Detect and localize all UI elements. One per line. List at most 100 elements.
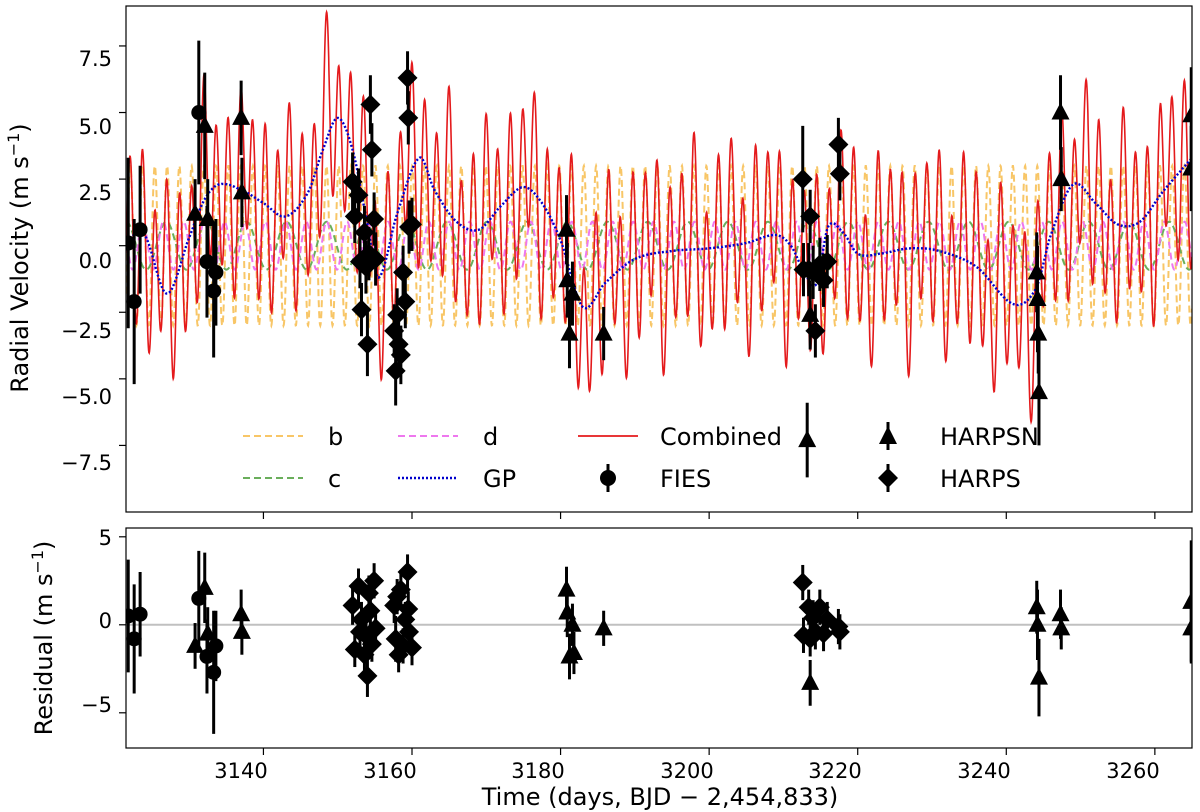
harpsn-residual [186, 623, 205, 669]
fies-point [208, 219, 224, 326]
x-axis: 3140 3160 3180 3200 3220 3240 3260 Time … [214, 512, 1160, 811]
harpsn-point-marker [594, 323, 613, 341]
harps-residual [364, 563, 385, 599]
harpsn-residual [594, 610, 613, 646]
harpsn-residual-marker [801, 672, 820, 690]
harps-point [361, 123, 382, 177]
harps-point-marker [393, 262, 414, 283]
harpsn-residual [195, 552, 214, 624]
legend-entry-c: c [243, 465, 341, 493]
harpsn-point [198, 179, 217, 259]
rv-y-ticks: −7.5 −5.0 −2.5 0.0 2.5 5.0 7.5 [61, 45, 126, 475]
harpsn-residual-marker [232, 621, 251, 639]
svg-text:HARPSN: HARPSN [940, 423, 1039, 451]
harpsn-residual [801, 660, 820, 706]
harps-point [390, 325, 411, 385]
harpsn-residual [1052, 607, 1071, 650]
fies-point-marker [126, 294, 142, 310]
harpsn-point [195, 72, 214, 180]
residual-data-points [126, 540, 1192, 734]
harps-residual [357, 654, 378, 697]
y-tick-label: 0.0 [79, 249, 112, 273]
rv-panel: −7.5 −5.0 −2.5 0.0 2.5 5.0 7.5 Radial Ve… [4, 5, 1193, 513]
harpsn-point-marker [563, 283, 582, 301]
fies-residual-marker [132, 606, 148, 622]
fies-point-marker [191, 105, 207, 121]
y-tick-label: 0 [99, 609, 112, 633]
harps-residual-marker [357, 665, 378, 686]
fies-point-marker [206, 283, 222, 299]
harpsn-residual-marker [1028, 614, 1047, 632]
legend-entry-d: d [398, 423, 498, 451]
legend-entry-harps: HARPS [878, 464, 1021, 493]
harps-point [365, 232, 386, 286]
harpsn-point [1182, 125, 1192, 212]
x-tick-label: 3180 [511, 759, 564, 783]
harpsn-residual-marker [1029, 667, 1048, 685]
svg-text:Combined: Combined [660, 423, 782, 451]
harpsn-point [1029, 338, 1048, 446]
harpsn-residual-marker [564, 642, 583, 660]
harps-residual [390, 570, 411, 609]
harpsn-point-marker [232, 107, 251, 125]
harpsn-residual-marker [1052, 618, 1071, 636]
fies-residual-marker [208, 638, 224, 654]
fies-residual [208, 610, 224, 682]
harps-point [393, 245, 414, 299]
harpsn-point-marker [560, 323, 579, 341]
harpsn-point-marker [186, 203, 205, 221]
harps-point-marker [365, 249, 386, 269]
svg-text:b: b [328, 423, 343, 451]
harps-residual [365, 610, 386, 646]
harpsn-point-marker [798, 430, 817, 448]
harps-residual-marker [399, 621, 420, 642]
legend-entry-fies: FIES [600, 464, 711, 493]
x-tick-label: 3260 [1106, 759, 1159, 783]
fies-point [132, 165, 148, 294]
fies-residual [132, 572, 148, 657]
fies-point-marker [208, 264, 224, 280]
harps-residual-marker [829, 621, 850, 642]
harps-point-marker [387, 304, 408, 325]
fies-point-marker [199, 254, 215, 270]
harpsn-point [1051, 75, 1070, 150]
harpsn-point-marker [1029, 382, 1048, 400]
harpsn-residual [1182, 594, 1192, 662]
harps-point-marker [805, 320, 826, 341]
harps-point-marker [395, 291, 416, 312]
harpsn-point-marker [1182, 105, 1192, 123]
y-tick-label: 5.0 [79, 115, 112, 139]
harps-residual-marker [364, 570, 385, 591]
fies-point [206, 224, 222, 358]
harps-point-marker [360, 94, 381, 115]
harpsn-residual [564, 631, 583, 675]
harps-point [348, 168, 369, 222]
harpsn-point [560, 298, 579, 369]
harpsn-residual-marker [1182, 618, 1192, 636]
harps-point [817, 235, 838, 289]
harps-point [398, 91, 419, 145]
harpsn-point-marker [1051, 102, 1070, 120]
combined-curve [126, 9, 1192, 425]
x-tick-label: 3140 [214, 759, 267, 783]
harps-residual-marker [402, 637, 422, 658]
harps-point-marker [829, 163, 850, 184]
y-tick-label: −5.0 [61, 385, 112, 409]
harps-residual-marker [390, 579, 411, 600]
harpsn-residual-marker [1182, 591, 1192, 609]
harps-residual-marker [398, 598, 419, 619]
fies-residual-marker [126, 631, 142, 647]
fies-point [191, 40, 207, 185]
y-tick-label: −5 [81, 693, 112, 717]
harpsn-residual [232, 608, 251, 655]
harpsn-point-marker [1182, 158, 1192, 176]
harps-point [395, 274, 416, 329]
svg-text:GP: GP [483, 465, 516, 493]
harps-point-marker [828, 134, 849, 155]
harpsn-point [232, 157, 251, 228]
residual-plot-frame [125, 527, 1193, 749]
harpsn-point-marker [557, 219, 576, 237]
harpsn-residual-marker [198, 623, 217, 641]
legend-entry-harpsn: HARPSN [879, 422, 1039, 451]
harps-point [402, 197, 422, 252]
